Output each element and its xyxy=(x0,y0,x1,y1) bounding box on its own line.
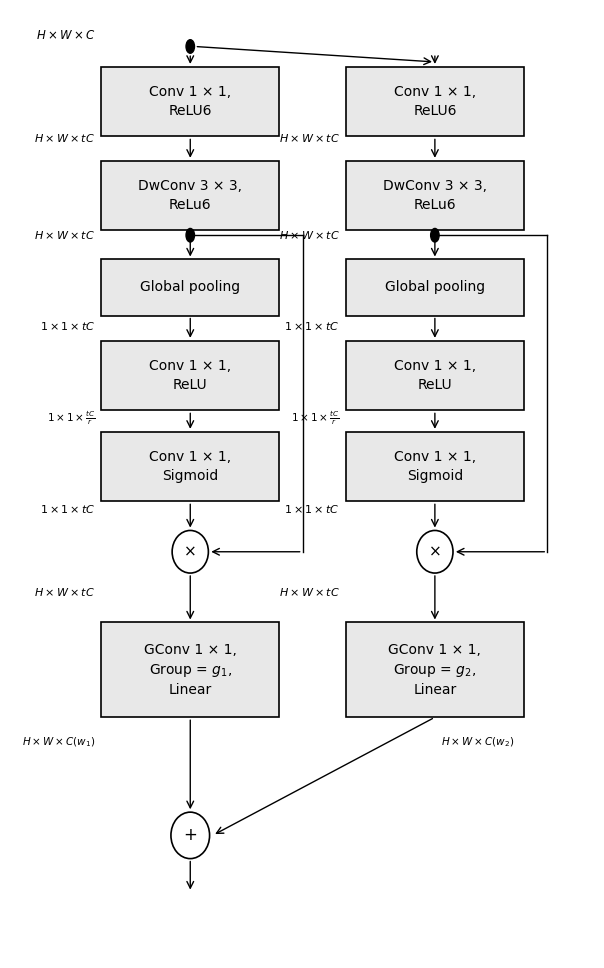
Text: DwConv 3 × 3,
ReLu6: DwConv 3 × 3, ReLu6 xyxy=(383,179,487,212)
Text: Global pooling: Global pooling xyxy=(385,281,485,294)
Ellipse shape xyxy=(417,530,453,573)
Text: $H \times W \times C(\boldsymbol{w_2})$: $H \times W \times C(\boldsymbol{w_2})$ xyxy=(441,736,514,749)
Text: $H \times W \times tC$: $H \times W \times tC$ xyxy=(34,229,95,241)
Text: $H \times W \times C$: $H \times W \times C$ xyxy=(36,29,95,42)
Text: DwConv 3 × 3,
ReLu6: DwConv 3 × 3, ReLu6 xyxy=(138,179,242,212)
Text: +: + xyxy=(184,827,197,844)
FancyBboxPatch shape xyxy=(345,432,524,501)
FancyBboxPatch shape xyxy=(101,622,279,717)
Ellipse shape xyxy=(172,530,208,573)
FancyBboxPatch shape xyxy=(101,67,279,136)
Text: ×: × xyxy=(184,544,197,560)
FancyBboxPatch shape xyxy=(101,341,279,410)
Text: Conv 1 × 1,
ReLU: Conv 1 × 1, ReLU xyxy=(394,359,476,392)
Text: Conv 1 × 1,
Sigmoid: Conv 1 × 1, Sigmoid xyxy=(149,450,231,483)
Text: Conv 1 × 1,
Sigmoid: Conv 1 × 1, Sigmoid xyxy=(394,450,476,483)
Text: $1 \times 1 \times tC$: $1 \times 1 \times tC$ xyxy=(284,503,339,515)
Text: GConv 1 × 1,
Group = $\boldsymbol{g_1}$,
Linear: GConv 1 × 1, Group = $\boldsymbol{g_1}$,… xyxy=(144,643,237,697)
Text: Conv 1 × 1,
ReLU6: Conv 1 × 1, ReLU6 xyxy=(394,85,476,118)
FancyBboxPatch shape xyxy=(345,622,524,717)
FancyBboxPatch shape xyxy=(101,259,279,316)
Text: Global pooling: Global pooling xyxy=(140,281,240,294)
Text: $1 \times 1 \times tC$: $1 \times 1 \times tC$ xyxy=(40,320,95,332)
Text: $H \times W \times tC$: $H \times W \times tC$ xyxy=(34,133,95,144)
FancyBboxPatch shape xyxy=(101,161,279,230)
FancyBboxPatch shape xyxy=(345,259,524,316)
Circle shape xyxy=(186,228,194,242)
FancyBboxPatch shape xyxy=(345,161,524,230)
Circle shape xyxy=(431,228,439,242)
FancyBboxPatch shape xyxy=(345,341,524,410)
Text: Conv 1 × 1,
ReLU6: Conv 1 × 1, ReLU6 xyxy=(149,85,231,118)
Text: $H \times W \times tC$: $H \times W \times tC$ xyxy=(279,229,339,241)
Text: ×: × xyxy=(428,544,442,560)
FancyBboxPatch shape xyxy=(101,432,279,501)
FancyBboxPatch shape xyxy=(345,67,524,136)
Text: $1 \times 1 \times tC$: $1 \times 1 \times tC$ xyxy=(284,320,339,332)
Text: $1 \times 1 \times tC$: $1 \times 1 \times tC$ xyxy=(40,503,95,515)
Text: $H \times W \times tC$: $H \times W \times tC$ xyxy=(34,587,95,598)
Text: $H \times W \times tC$: $H \times W \times tC$ xyxy=(279,133,339,144)
Text: Conv 1 × 1,
ReLU: Conv 1 × 1, ReLU xyxy=(149,359,231,392)
Text: GConv 1 × 1,
Group = $\boldsymbol{g_2}$,
Linear: GConv 1 × 1, Group = $\boldsymbol{g_2}$,… xyxy=(388,643,481,697)
Text: $1 \times 1 \times \frac{tC}{r}$: $1 \times 1 \times \frac{tC}{r}$ xyxy=(291,409,339,427)
Text: $H \times W \times tC$: $H \times W \times tC$ xyxy=(279,587,339,598)
Text: $H \times W \times C(\boldsymbol{w_1})$: $H \times W \times C(\boldsymbol{w_1})$ xyxy=(22,736,95,749)
Circle shape xyxy=(186,40,194,53)
Ellipse shape xyxy=(171,812,210,859)
Text: $1 \times 1 \times \frac{tC}{r}$: $1 \times 1 \times \frac{tC}{r}$ xyxy=(47,409,95,427)
